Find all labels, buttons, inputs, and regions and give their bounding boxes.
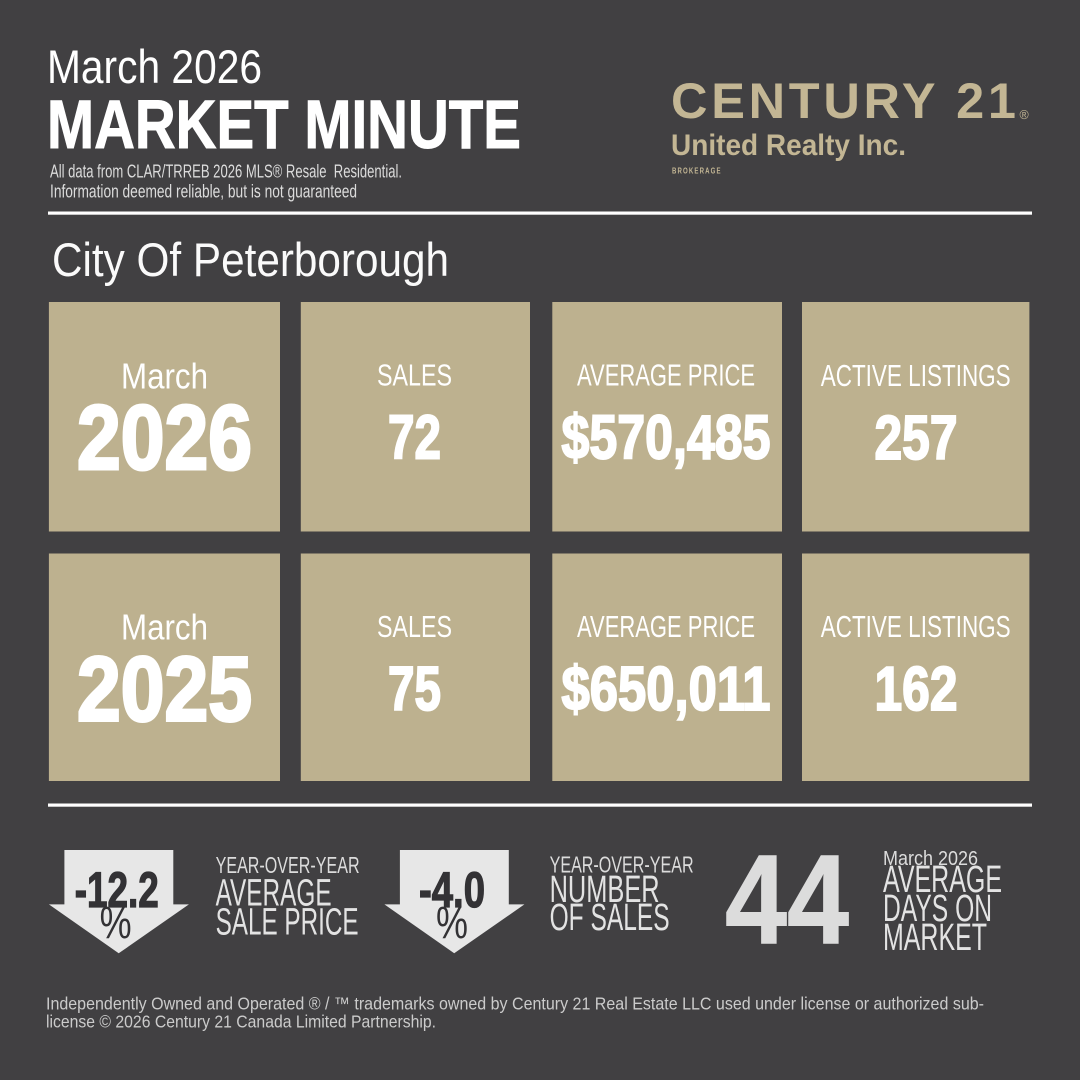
svg-text:162: 162 [875, 654, 958, 724]
svg-text:AVERAGE: AVERAGE [216, 873, 332, 915]
svg-text:DAYS ON: DAYS ON [883, 888, 992, 930]
svg-text:March: March [121, 607, 208, 648]
svg-text:YEAR-OVER-YEAR: YEAR-OVER-YEAR [216, 852, 360, 878]
svg-text:SALES: SALES [377, 358, 452, 393]
svg-text:MARKET: MARKET [883, 917, 987, 959]
svg-text:All data from CLAR/TRREB 2026: All data from CLAR/TRREB 2026 MLS® Resal… [50, 162, 402, 182]
svg-text:%: % [100, 897, 132, 948]
svg-text:%: % [436, 897, 468, 948]
svg-text:BROKERAGE: BROKERAGE [672, 165, 722, 175]
svg-text:-12.2: -12.2 [75, 861, 159, 918]
svg-text:CENTURY 21: CENTURY 21 [671, 72, 1016, 129]
svg-text:ACTIVE LISTINGS: ACTIVE LISTINGS [821, 358, 1011, 393]
svg-text:257: 257 [875, 403, 958, 473]
svg-text:SALE PRICE: SALE PRICE [216, 902, 359, 944]
svg-text:AVERAGE PRICE: AVERAGE PRICE [577, 609, 755, 644]
svg-text:75: 75 [388, 654, 441, 724]
svg-text:YEAR-OVER-YEAR: YEAR-OVER-YEAR [550, 851, 694, 877]
svg-text:44: 44 [725, 829, 849, 971]
svg-text:2025: 2025 [77, 638, 252, 740]
svg-text:United Realty Inc.: United Realty Inc. [671, 129, 906, 162]
svg-text:$650,011: $650,011 [562, 654, 771, 724]
svg-text:ACTIVE LISTINGS: ACTIVE LISTINGS [821, 609, 1011, 644]
svg-text:Independently Owned and Operat: Independently Owned and Operated ® / ™ t… [46, 994, 984, 1014]
svg-text:AVERAGE: AVERAGE [883, 859, 1002, 901]
svg-text:City Of Peterborough: City Of Peterborough [52, 233, 449, 286]
svg-text:-4.0: -4.0 [419, 861, 485, 918]
svg-text:AVERAGE PRICE: AVERAGE PRICE [577, 358, 755, 393]
svg-text:$570,485: $570,485 [562, 403, 771, 473]
svg-text:OF SALES: OF SALES [550, 897, 670, 939]
svg-text:license © 2026 Century 21 Cana: license © 2026 Century 21 Canada Limited… [46, 1012, 436, 1032]
svg-text:Information deemed reliable, b: Information deemed reliable, but is not … [50, 182, 357, 202]
svg-text:March: March [121, 355, 208, 396]
svg-text:®: ® [1020, 108, 1030, 122]
svg-text:MARKET MINUTE: MARKET MINUTE [47, 86, 521, 163]
svg-text:March 2026: March 2026 [47, 41, 262, 94]
svg-text:2026: 2026 [77, 387, 252, 489]
svg-text:NUMBER: NUMBER [550, 869, 660, 911]
svg-text:72: 72 [388, 403, 441, 473]
svg-text:March 2026: March 2026 [883, 848, 978, 870]
svg-text:SALES: SALES [377, 609, 452, 644]
